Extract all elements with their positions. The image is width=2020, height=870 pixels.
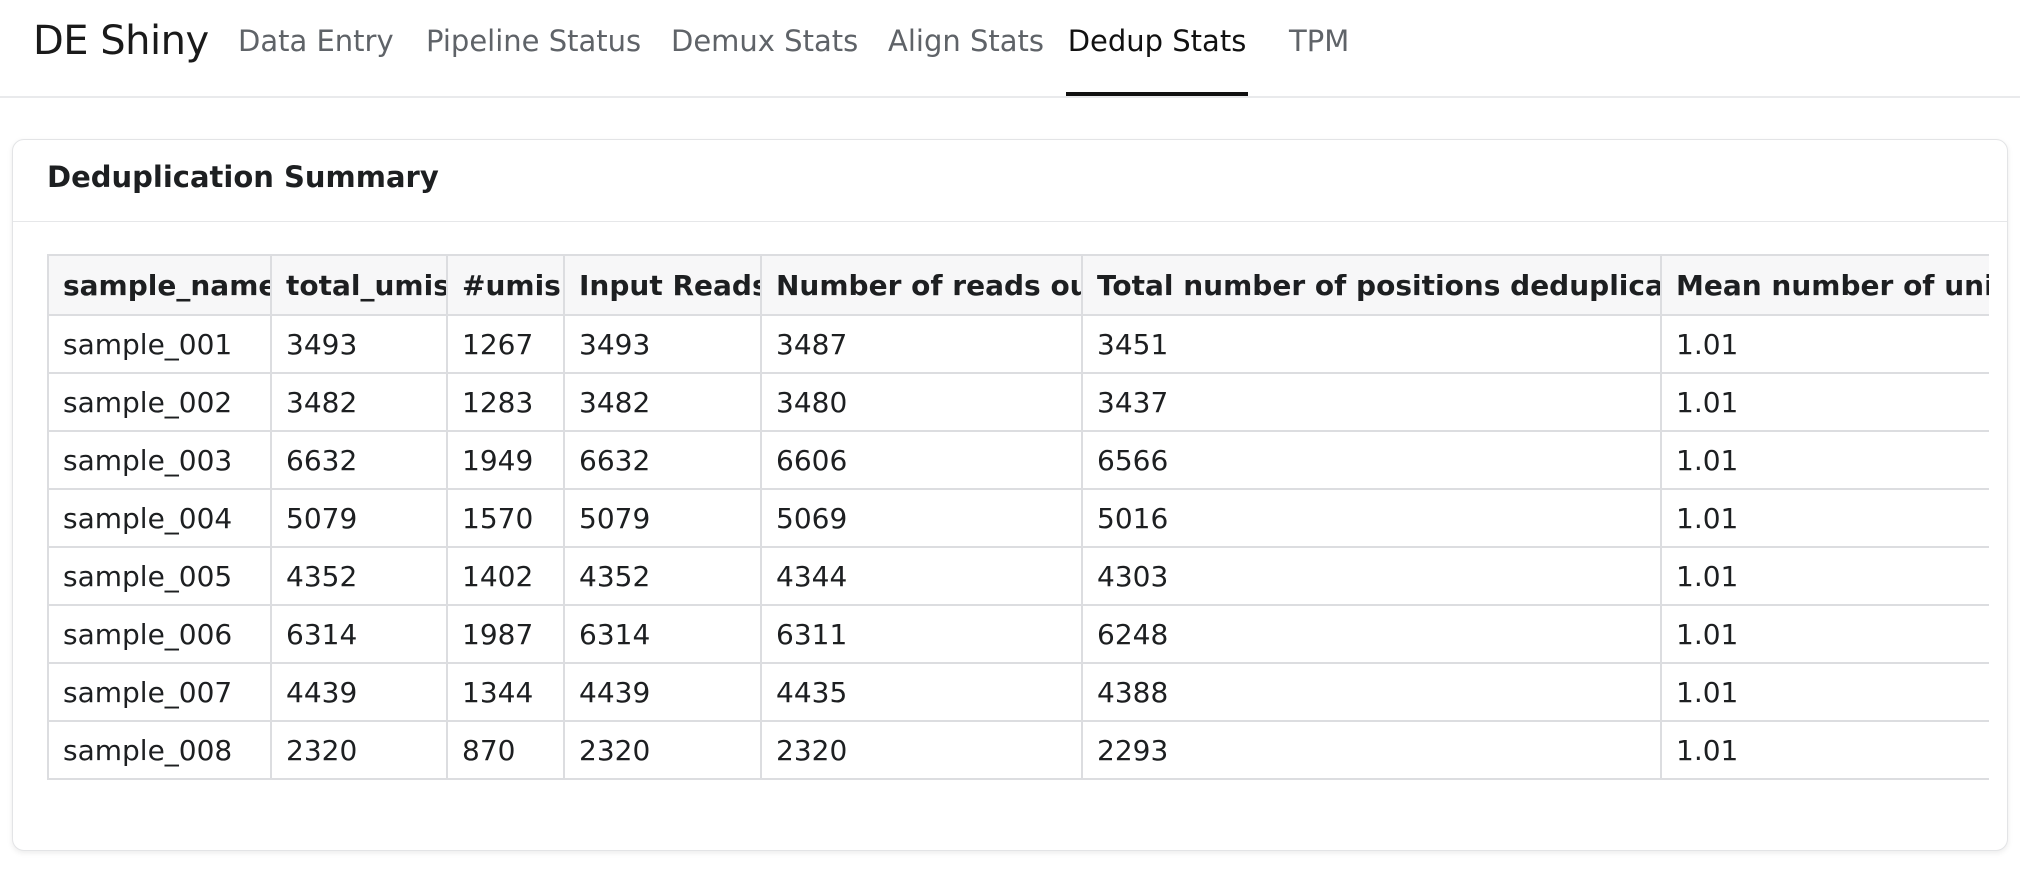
column-header[interactable]: Total number of positions deduplicated bbox=[1082, 255, 1661, 315]
table-cell: 4352 bbox=[271, 547, 447, 605]
table-cell: 1.01 bbox=[1661, 315, 1989, 373]
column-header[interactable]: Input Reads bbox=[564, 255, 761, 315]
table-cell: 1.01 bbox=[1661, 721, 1989, 779]
active-tab-indicator bbox=[1066, 92, 1248, 96]
table-cell: sample_002 bbox=[48, 373, 271, 431]
table-cell: 870 bbox=[447, 721, 564, 779]
table-cell: 3482 bbox=[271, 373, 447, 431]
table-cell: 1.01 bbox=[1661, 605, 1989, 663]
table-row: sample_002 3482 1283 3482 3480 3437 1.01 bbox=[48, 373, 1989, 431]
app-title[interactable]: DE Shiny bbox=[33, 18, 209, 64]
table-cell: 3493 bbox=[564, 315, 761, 373]
table-cell: 1.01 bbox=[1661, 431, 1989, 489]
tab-label: Dedup Stats bbox=[1068, 24, 1247, 58]
table-cell: 6632 bbox=[564, 431, 761, 489]
table-cell: 2320 bbox=[564, 721, 761, 779]
column-header[interactable]: Mean number of uniq bbox=[1661, 255, 1989, 315]
tab-data-entry[interactable]: Data Entry bbox=[238, 0, 376, 96]
table-container[interactable]: sample_name total_umis #umis Input Reads… bbox=[47, 254, 1989, 814]
table-cell: 1.01 bbox=[1661, 547, 1989, 605]
table-cell: 6606 bbox=[761, 431, 1082, 489]
column-header[interactable]: Number of reads out bbox=[761, 255, 1082, 315]
table-cell: 1267 bbox=[447, 315, 564, 373]
table-cell: 6311 bbox=[761, 605, 1082, 663]
table-cell: sample_004 bbox=[48, 489, 271, 547]
table-cell: 6632 bbox=[271, 431, 447, 489]
dedup-summary-card: Deduplication Summary sample_name total_… bbox=[12, 139, 2008, 851]
table-cell: 3437 bbox=[1082, 373, 1661, 431]
table-cell: 4439 bbox=[564, 663, 761, 721]
table-cell: 3482 bbox=[564, 373, 761, 431]
table-header-row: sample_name total_umis #umis Input Reads… bbox=[48, 255, 1989, 315]
top-navbar: DE Shiny Data Entry Pipeline Status Demu… bbox=[0, 0, 2020, 98]
table-cell: 1.01 bbox=[1661, 489, 1989, 547]
table-row: sample_007 4439 1344 4439 4435 4388 1.01 bbox=[48, 663, 1989, 721]
table-row: sample_004 5079 1570 5079 5069 5016 1.01 bbox=[48, 489, 1989, 547]
table-cell: 6314 bbox=[564, 605, 761, 663]
tab-label: TPM bbox=[1289, 24, 1349, 58]
column-header[interactable]: total_umis bbox=[271, 255, 447, 315]
table-cell: 6314 bbox=[271, 605, 447, 663]
table-row: sample_003 6632 1949 6632 6606 6566 1.01 bbox=[48, 431, 1989, 489]
tab-dedup-stats[interactable]: Dedup Stats bbox=[1066, 0, 1248, 96]
table-cell: 1570 bbox=[447, 489, 564, 547]
table-cell: 1987 bbox=[447, 605, 564, 663]
tab-label: Data Entry bbox=[238, 24, 394, 58]
table-cell: 1402 bbox=[447, 547, 564, 605]
table-cell: 1.01 bbox=[1661, 373, 1989, 431]
table-row: sample_005 4352 1402 4352 4344 4303 1.01 bbox=[48, 547, 1989, 605]
tab-label: Pipeline Status bbox=[426, 24, 641, 58]
tab-demux-stats[interactable]: Demux Stats bbox=[671, 0, 837, 96]
table-cell: 1344 bbox=[447, 663, 564, 721]
table-cell: 3480 bbox=[761, 373, 1082, 431]
table-cell: 4435 bbox=[761, 663, 1082, 721]
tab-label: Align Stats bbox=[888, 24, 1044, 58]
table-cell: 3451 bbox=[1082, 315, 1661, 373]
card-title: Deduplication Summary bbox=[47, 160, 439, 194]
dedup-table: sample_name total_umis #umis Input Reads… bbox=[47, 254, 1989, 780]
table-cell: sample_003 bbox=[48, 431, 271, 489]
table-cell: 3493 bbox=[271, 315, 447, 373]
table-cell: sample_005 bbox=[48, 547, 271, 605]
tab-label: Demux Stats bbox=[671, 24, 858, 58]
table-cell: 4352 bbox=[564, 547, 761, 605]
table-cell: 1949 bbox=[447, 431, 564, 489]
column-header[interactable]: #umis bbox=[447, 255, 564, 315]
table-cell: sample_006 bbox=[48, 605, 271, 663]
tab-tpm[interactable]: TPM bbox=[1289, 0, 1347, 96]
table-cell: 4388 bbox=[1082, 663, 1661, 721]
table-cell: 5016 bbox=[1082, 489, 1661, 547]
table-cell: 5079 bbox=[564, 489, 761, 547]
table-cell: sample_001 bbox=[48, 315, 271, 373]
table-cell: 6248 bbox=[1082, 605, 1661, 663]
table-cell: 2293 bbox=[1082, 721, 1661, 779]
card-header: Deduplication Summary bbox=[13, 140, 2007, 222]
table-cell: 1.01 bbox=[1661, 663, 1989, 721]
tab-pipeline-status[interactable]: Pipeline Status bbox=[426, 0, 620, 96]
table-cell: 5069 bbox=[761, 489, 1082, 547]
table-cell: sample_008 bbox=[48, 721, 271, 779]
tab-align-stats[interactable]: Align Stats bbox=[888, 0, 1026, 96]
table-cell: 2320 bbox=[761, 721, 1082, 779]
column-header[interactable]: sample_name bbox=[48, 255, 271, 315]
table-cell: 6566 bbox=[1082, 431, 1661, 489]
table-cell: 4303 bbox=[1082, 547, 1661, 605]
table-cell: 5079 bbox=[271, 489, 447, 547]
table-row: sample_008 2320 870 2320 2320 2293 1.01 bbox=[48, 721, 1989, 779]
table-row: sample_001 3493 1267 3493 3487 3451 1.01 bbox=[48, 315, 1989, 373]
table-cell: 2320 bbox=[271, 721, 447, 779]
table-row: sample_006 6314 1987 6314 6311 6248 1.01 bbox=[48, 605, 1989, 663]
table-cell: 3487 bbox=[761, 315, 1082, 373]
table-cell: sample_007 bbox=[48, 663, 271, 721]
table-cell: 4439 bbox=[271, 663, 447, 721]
table-cell: 1283 bbox=[447, 373, 564, 431]
table-cell: 4344 bbox=[761, 547, 1082, 605]
